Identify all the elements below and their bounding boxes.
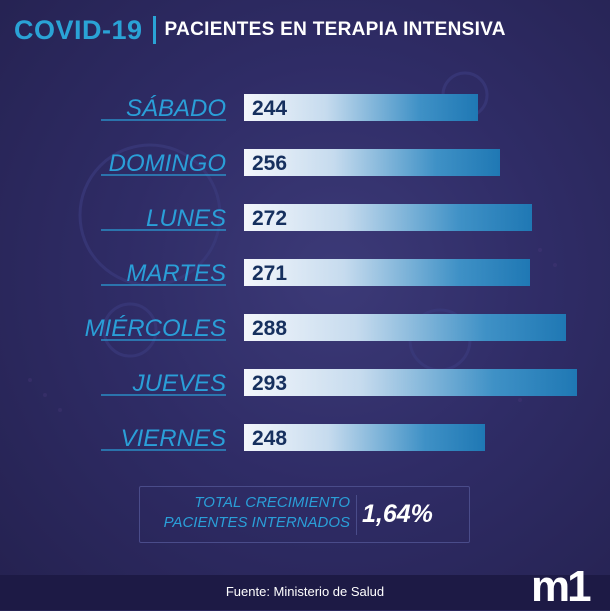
summary-divider: [356, 495, 357, 535]
bar-value-label: 248: [252, 427, 287, 450]
day-label: LUNES: [146, 205, 226, 232]
summary-box: TOTAL CRECIMIENTO PACIENTES INTERNADOS 1…: [139, 486, 470, 543]
day-label: SÁBADO: [126, 95, 226, 122]
day-label: MIÉRCOLES: [85, 315, 226, 342]
summary-label: TOTAL CRECIMIENTO PACIENTES INTERNADOS: [140, 493, 350, 533]
bar-value-label: 293: [252, 372, 287, 395]
bar-value-label: 288: [252, 317, 287, 340]
source-text: Fuente: Ministerio de Salud: [225, 584, 385, 599]
header-divider: [152, 16, 156, 44]
bar: [244, 369, 577, 396]
brand-label: COVID-19: [14, 14, 143, 45]
day-label: JUEVES: [132, 370, 226, 397]
bar: [244, 94, 478, 121]
summary-label-line2: PACIENTES INTERNADOS: [163, 514, 350, 531]
day-label: MARTES: [126, 260, 226, 287]
bar-chart: SÁBADO 244 DOMINGO 256 LUNES 272 MARTES 271 MIÉR…: [85, 94, 577, 452]
bar: [244, 259, 530, 286]
header: COVID-19 PACIENTES EN TERAPIA INTENSIVA: [14, 12, 506, 48]
bar-value-label: 271: [252, 262, 287, 285]
bar: [244, 149, 500, 176]
page-title: PACIENTES EN TERAPIA INTENSIVA: [164, 19, 506, 40]
day-label: DOMINGO: [109, 150, 226, 177]
summary-label-line1: TOTAL CRECIMIENTO: [194, 494, 350, 511]
day-label: VIERNES: [121, 425, 226, 452]
bar-value-label: 256: [252, 152, 287, 175]
bar: [244, 424, 485, 451]
m1-logo: m1: [531, 562, 592, 611]
bar-value-label: 244: [252, 97, 287, 120]
bar-value-label: 272: [252, 207, 287, 230]
footer-bar: Fuente: Ministerio de Salud: [0, 575, 610, 610]
summary-value: 1,64%: [362, 500, 433, 528]
bar: [244, 314, 566, 341]
bar: [244, 204, 532, 231]
